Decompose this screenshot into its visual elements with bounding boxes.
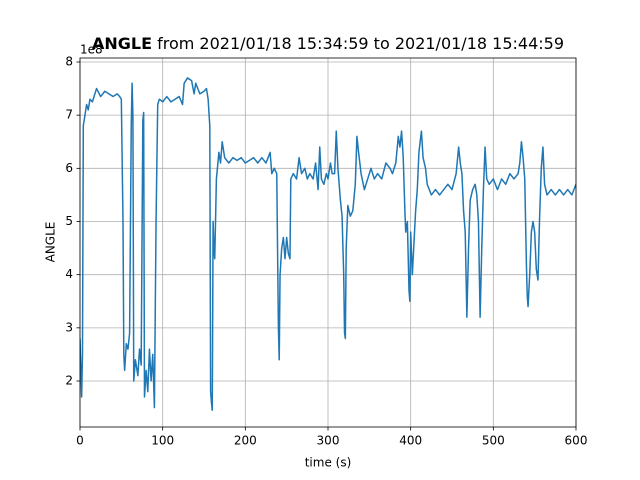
y-tick-label: 5 bbox=[65, 214, 73, 228]
x-tick-label: 0 bbox=[76, 434, 84, 448]
y-offset-label: 1e8 bbox=[80, 43, 103, 57]
x-tick-label: 300 bbox=[317, 434, 340, 448]
x-tick-label: 100 bbox=[151, 434, 174, 448]
x-tick-label: 600 bbox=[565, 434, 588, 448]
data-line bbox=[80, 77, 576, 411]
x-tick-label: 500 bbox=[482, 434, 505, 448]
chart-title: ANGLE from 2021/01/18 15:34:59 to 2021/0… bbox=[92, 34, 564, 53]
title-name: ANGLE bbox=[92, 34, 152, 53]
y-tick-label: 8 bbox=[65, 54, 73, 68]
plot bbox=[80, 77, 576, 411]
y-tick-label: 6 bbox=[65, 161, 73, 175]
title-range: from 2021/01/18 15:34:59 to 2021/01/18 1… bbox=[157, 34, 564, 53]
y-axis-label: ANGLE bbox=[44, 222, 58, 263]
x-axis-label: time (s) bbox=[305, 456, 352, 470]
y-tick-label: 7 bbox=[65, 108, 73, 122]
y-tick-label: 4 bbox=[65, 267, 73, 281]
x-tick-label: 400 bbox=[399, 434, 422, 448]
y-tick-label: 3 bbox=[65, 320, 73, 334]
y-tick-label: 2 bbox=[65, 374, 73, 388]
x-tick-label: 200 bbox=[234, 434, 257, 448]
ticks: 0 100 200 300 400 500 600 2 3 4 5 6 7 8 bbox=[65, 54, 587, 447]
